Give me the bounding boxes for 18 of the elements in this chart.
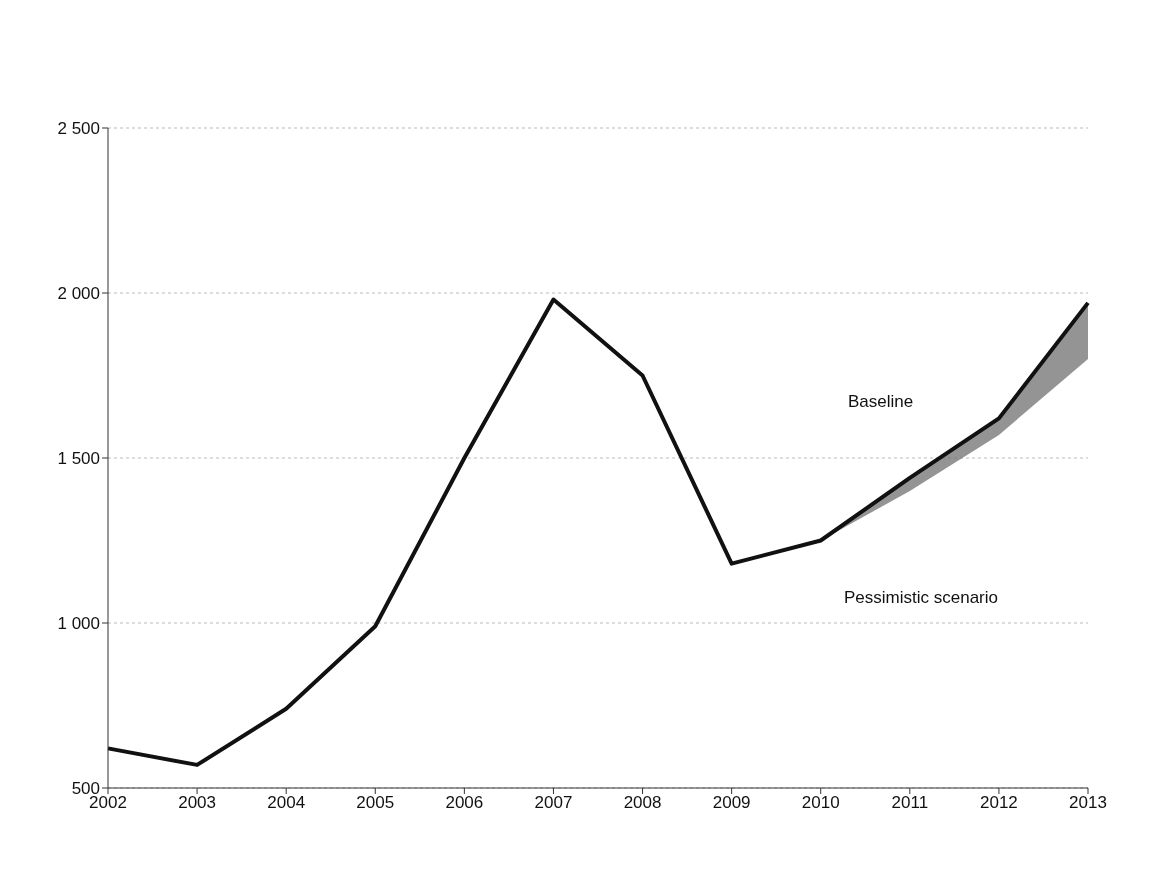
x-tick-label: 2010 [801,793,840,813]
x-tick-label: 2011 [891,793,929,813]
y-tick-label: 2 000 [57,284,100,304]
y-tick-label: 1 000 [57,614,100,634]
y-tick-label: 2 500 [57,119,100,139]
x-tick-label: 2007 [534,793,573,813]
x-tick-label: 2009 [712,793,751,813]
x-tick-label: 2004 [267,793,306,813]
x-tick-label: 2003 [178,793,216,813]
annotation: Baseline [848,392,914,412]
x-tick-label: 2012 [979,793,1018,813]
annotation: Pessimistic scenario [844,588,998,608]
x-tick-label: 2006 [445,793,484,813]
y-tick-label: 1 500 [57,449,100,469]
x-tick-label: 2005 [356,793,395,813]
x-tick-label: 2008 [623,793,662,813]
x-tick-label: 2013 [1069,793,1107,813]
line-series [106,297,1090,767]
